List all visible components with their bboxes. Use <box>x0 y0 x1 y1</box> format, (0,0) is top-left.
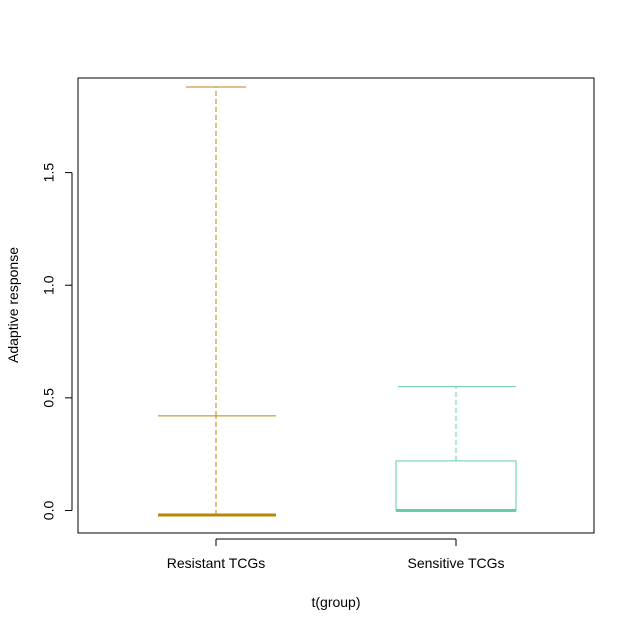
y-tick-label: 1.0 <box>41 275 57 295</box>
y-axis-label: Adaptive response <box>5 247 21 363</box>
x-axis-label: t(group) <box>311 594 360 610</box>
y-tick-label: 1.5 <box>41 163 57 183</box>
x-tick-label: Resistant TCGs <box>167 555 266 571</box>
y-tick-label: 0.5 <box>41 388 57 408</box>
x-tick-label: Sensitive TCGs <box>408 555 505 571</box>
y-tick-label: 0.0 <box>41 501 57 521</box>
